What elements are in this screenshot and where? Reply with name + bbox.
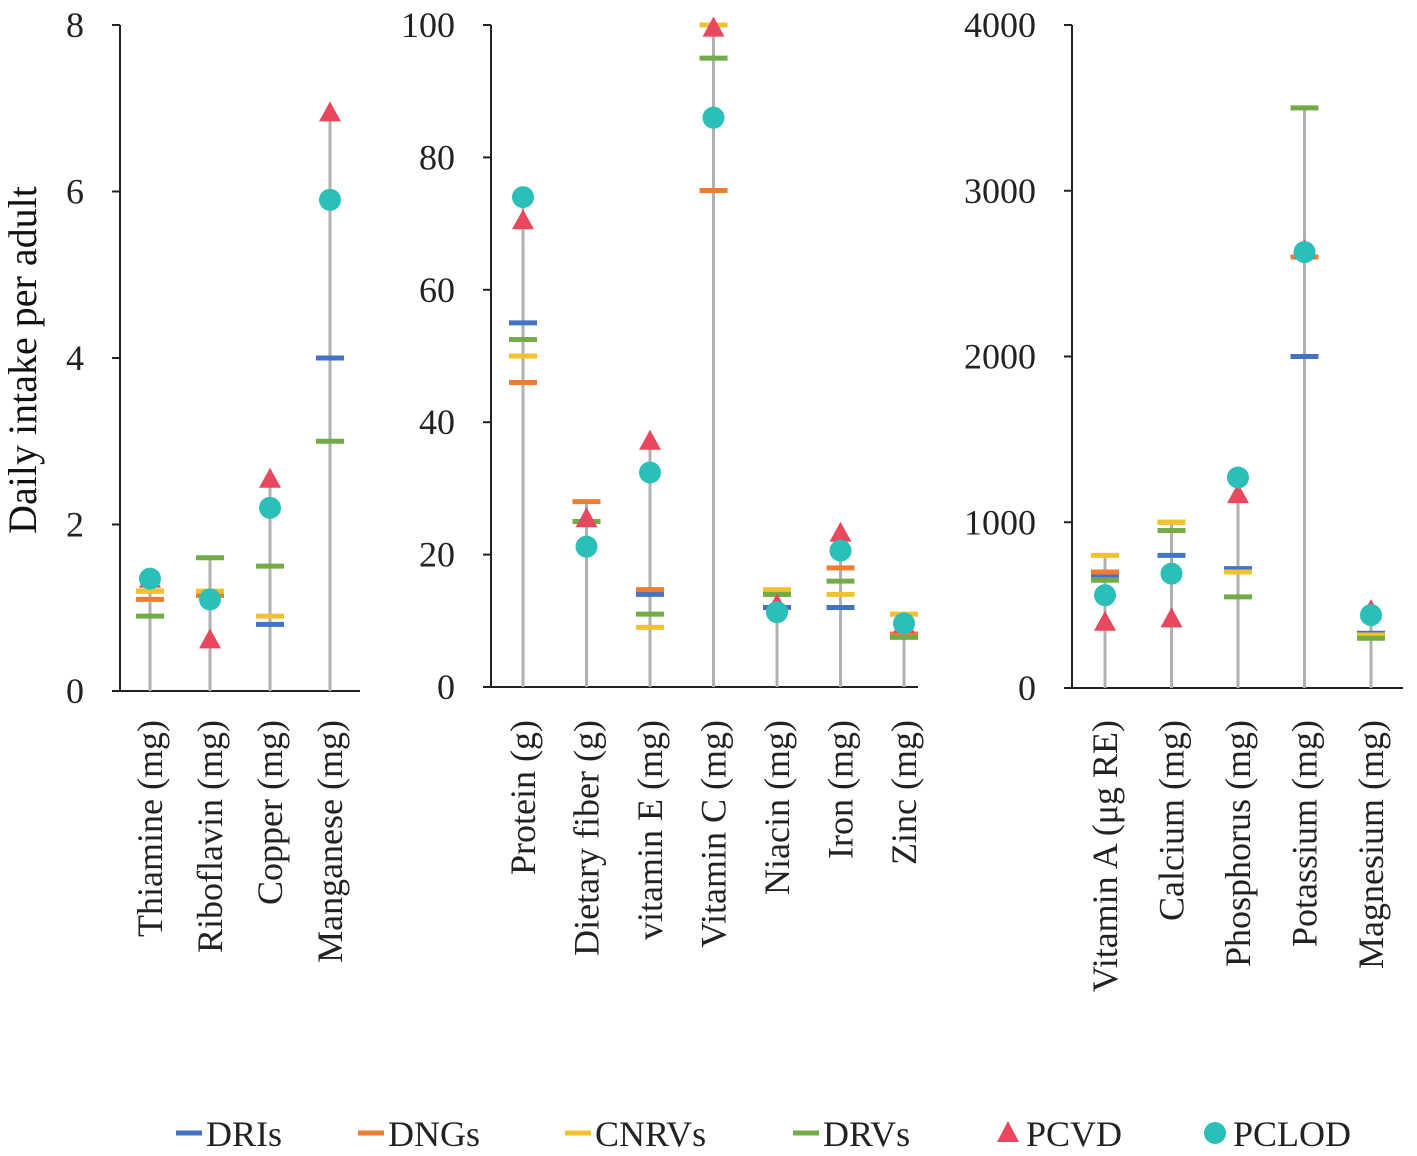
y-tick-label: 40 — [419, 402, 455, 442]
legend-label: PCVD — [1026, 1114, 1122, 1154]
marker-pclod — [259, 496, 281, 519]
legend-item-pclod: PCLOD — [1204, 1114, 1351, 1154]
category-dietary-fiber-g: Dietary fiber (g) — [567, 499, 607, 956]
legend-label: DRVs — [823, 1114, 910, 1154]
x-tick-label: Potassium (mg) — [1285, 720, 1325, 947]
category-phosphorus-mg: Phosphorus (mg) — [1218, 466, 1258, 967]
x-tick-label: Magnesium (mg) — [1351, 720, 1391, 969]
x-tick-label: Vitamin A (μg RE) — [1085, 720, 1125, 992]
category-iron-mg: Iron (mg) — [821, 521, 861, 859]
y-tick-label: 4 — [66, 338, 84, 378]
category-vitamin-c-mg: Vitamin C (mg) — [694, 16, 734, 948]
marker-pcvd — [639, 429, 661, 450]
chart-panels: 0 2 4 6 8 Thiamine (mg) Riboflavin (mg) Copper … — [66, 5, 1403, 992]
category-vitamin-e-mg: vitamin E (mg) — [630, 429, 670, 940]
legend-item-dris: DRIs — [176, 1114, 282, 1154]
category-thiamine-mg: Thiamine (mg) — [130, 567, 170, 937]
x-tick-label: Calcium (mg) — [1152, 720, 1192, 921]
y-tick-label: 0 — [437, 667, 455, 707]
x-tick-label: Niacin (mg) — [757, 720, 797, 895]
marker-pclod — [1360, 604, 1382, 627]
legend-item-dngs: DNGs — [358, 1114, 480, 1154]
marker-pclod — [1227, 466, 1249, 489]
y-tick-label: 4000 — [964, 5, 1036, 45]
marker-pclod — [319, 188, 341, 211]
y-tick-label: 100 — [401, 5, 455, 45]
x-tick-label: Zinc (mg) — [884, 720, 924, 865]
legend-item-drvs: DRVs — [793, 1114, 910, 1154]
legend-swatch — [997, 1121, 1019, 1142]
marker-pclod — [199, 588, 221, 611]
marker-pcvd — [702, 16, 725, 37]
legend: DRIs DNGs CNRVs DRVs PCVD PCLOD — [176, 1114, 1351, 1154]
x-tick-label: Phosphorus (mg) — [1218, 720, 1258, 967]
marker-pcvd — [1160, 607, 1183, 628]
marker-pcvd — [829, 521, 852, 542]
marker-pclod — [893, 612, 915, 635]
legend-item-cnrvs: CNRVs — [565, 1114, 706, 1154]
y-tick-label: 80 — [419, 137, 455, 177]
panel-2: 0 20 40 60 80 100 Protein (g) Dietary fiber (g)… — [401, 5, 924, 956]
marker-pclod — [575, 535, 598, 558]
category-protein-g: Protein (g) — [503, 186, 543, 875]
marker-pclod — [139, 567, 161, 590]
marker-pcvd — [512, 209, 534, 230]
y-tick-label: 1000 — [964, 502, 1036, 542]
marker-pcvd — [259, 467, 281, 488]
marker-pclod — [829, 539, 852, 562]
category-potassium-mg: Potassium (mg) — [1285, 105, 1325, 947]
x-tick-label: Vitamin C (mg) — [694, 720, 734, 948]
y-axis-label: Daily intake per adult — [0, 186, 45, 534]
x-tick-label: Thiamine (mg) — [130, 720, 170, 937]
legend-label: CNRVs — [595, 1114, 706, 1154]
marker-pcvd — [1227, 483, 1249, 504]
marker-pclod — [1293, 241, 1316, 264]
y-tick-label: 8 — [66, 5, 84, 45]
x-tick-label: Dietary fiber (g) — [567, 720, 607, 956]
x-tick-label: Riboflavin (mg) — [190, 720, 230, 953]
y-tick-label: 0 — [1018, 668, 1036, 708]
marker-pclod — [512, 186, 534, 209]
category-niacin-mg: Niacin (mg) — [757, 587, 797, 895]
y-tick-label: 0 — [66, 671, 84, 711]
y-tick-label: 3000 — [964, 171, 1036, 211]
legend-label: PCLOD — [1233, 1114, 1351, 1154]
x-tick-label: Protein (g) — [503, 720, 543, 875]
marker-pcvd — [1094, 610, 1116, 631]
category-calcium-mg: Calcium (mg) — [1152, 519, 1192, 921]
panel-1: 0 2 4 6 8 Thiamine (mg) Riboflavin (mg) Copper … — [66, 5, 360, 963]
y-tick-label: 2000 — [964, 337, 1036, 377]
category-manganese-mg: Manganese (mg) — [310, 101, 350, 963]
marker-pcvd — [319, 101, 341, 122]
marker-pclod — [766, 601, 788, 624]
category-riboflavin-mg: Riboflavin (mg) — [190, 555, 230, 953]
x-tick-label: Iron (mg) — [821, 720, 861, 859]
y-tick-label: 20 — [419, 535, 455, 575]
x-tick-label: Manganese (mg) — [310, 720, 350, 963]
x-tick-label: vitamin E (mg) — [630, 720, 670, 940]
x-tick-label: Copper (mg) — [250, 720, 290, 905]
panel-3: 0 1000 2000 3000 4000 Vitamin A (μg RE) Calciu… — [964, 5, 1403, 992]
y-tick-label: 6 — [66, 172, 84, 212]
category-magnesium-mg: Magnesium (mg) — [1351, 599, 1391, 969]
category-zinc-mg: Zinc (mg) — [884, 611, 924, 865]
marker-pclod — [702, 106, 725, 129]
marker-pclod — [1094, 584, 1116, 607]
legend-swatch — [1204, 1122, 1226, 1144]
legend-label: DNGs — [388, 1114, 480, 1154]
marker-pclod — [1160, 562, 1183, 585]
marker-pclod — [639, 461, 661, 484]
y-tick-label: 2 — [66, 505, 84, 545]
category-vitamin-a-g-re: Vitamin A (μg RE) — [1085, 552, 1125, 992]
category-copper-mg: Copper (mg) — [250, 467, 290, 905]
marker-pcvd — [575, 507, 598, 528]
legend-label: DRIs — [206, 1114, 282, 1154]
marker-pcvd — [199, 628, 221, 649]
legend-item-pcvd: PCVD — [997, 1114, 1122, 1154]
y-tick-label: 60 — [419, 270, 455, 310]
